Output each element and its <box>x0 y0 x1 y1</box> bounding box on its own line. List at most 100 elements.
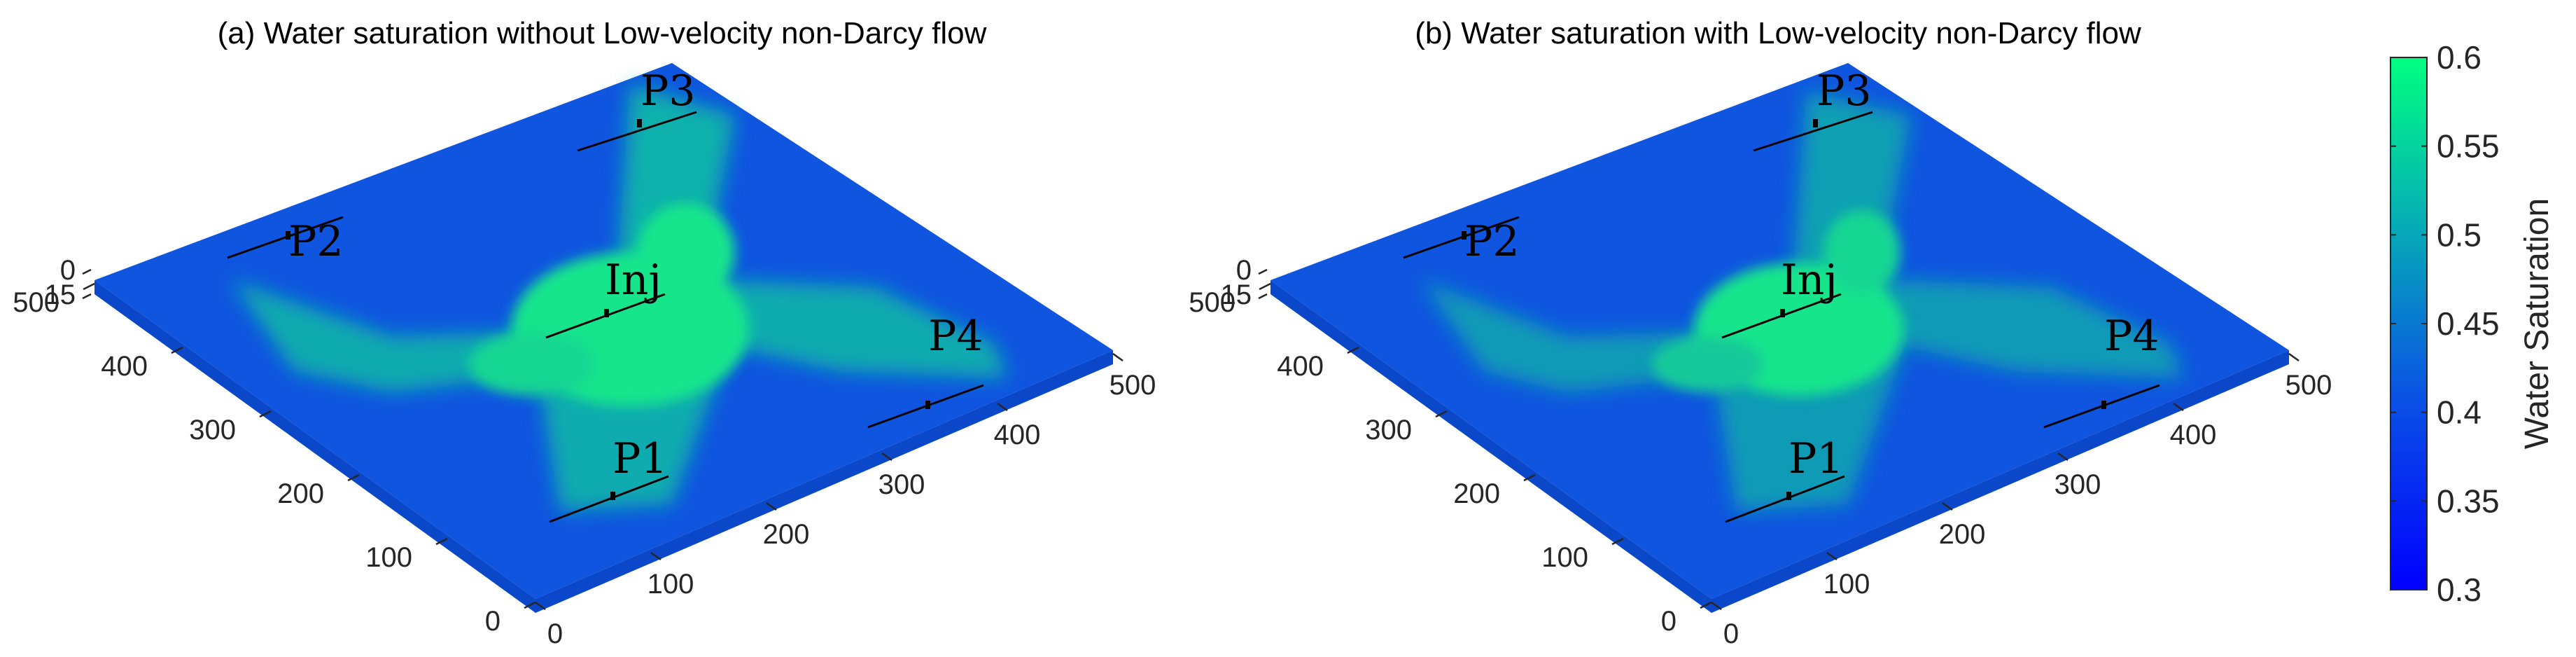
panel-a-title: (a) Water saturation without Low-velocit… <box>218 16 987 50</box>
panel-a-well-label-p4: P4 <box>928 312 983 361</box>
colorbar-tick-label: 0.4 <box>2437 394 2482 431</box>
panel-b-well-label-p1: P1 <box>1788 434 1844 483</box>
panel-b-x-tick <box>2288 352 2300 362</box>
panel-a-z-tick <box>82 268 92 275</box>
panel-b-y-tick <box>1259 282 1271 291</box>
panel-a-x-tick-label: 200 <box>763 519 810 550</box>
panel-a-well-marker-inj <box>604 309 609 317</box>
colorbar-ticks: 0.3 0.35 0.4 0.45 0.5 0.55 0.6 <box>2390 39 2500 608</box>
panel-a-y-tick-label: 500 <box>13 287 59 318</box>
panel-a-slab-left-side <box>94 280 536 613</box>
panel-b-z-tick <box>1258 293 1268 300</box>
panel-b-y-tick-label: 0 <box>1661 606 1676 637</box>
panel-a-y-tick-label: 400 <box>101 351 148 382</box>
panel-a-x-tick-label: 400 <box>994 420 1041 450</box>
panel-a-z-tick-label: 0 <box>60 255 76 286</box>
colorbar-tick-label: 0.5 <box>2437 216 2482 253</box>
colorbar-tick-label: 0.6 <box>2437 39 2482 76</box>
panel-b-slab-left-side <box>1270 280 1712 613</box>
panel-b-z-tick-label: 0 <box>1236 255 1252 286</box>
panel-a-wells <box>227 111 984 523</box>
panel-a-x-tick-label: 500 <box>1110 370 1156 401</box>
panel-a-x-tick <box>650 551 662 561</box>
panel-b-well-label-p3: P3 <box>1816 67 1872 116</box>
panel-b-x-tick-label: 200 <box>1939 519 1986 550</box>
panel-b-x-tick <box>1942 502 1953 511</box>
panel-a-well-marker-p2 <box>286 231 290 240</box>
panel-b-x-tick <box>1711 601 1722 611</box>
colorbar-tick-label: 0.35 <box>2437 483 2500 519</box>
panel-b-x-tick <box>1826 551 1837 561</box>
panel-a-well-marker-p1 <box>610 492 615 500</box>
panel-b-title: (b) Water saturation with Low-velocity n… <box>1415 16 2141 50</box>
panel-b-z-tick <box>1258 268 1268 275</box>
panel-b-slab-right-side <box>1712 350 2289 613</box>
panel-b-well-label-p4: P4 <box>2104 312 2160 361</box>
colorbar-tick-label: 0.45 <box>2437 305 2500 342</box>
colorbar-gradient <box>2390 57 2428 590</box>
panel-a-well-label-p1: P1 <box>612 434 668 483</box>
panel-a: (a) Water saturation without Low-velocit… <box>13 16 1156 649</box>
panel-b-well-marker-p1 <box>1786 492 1791 500</box>
panel-a-x-tick <box>997 402 1008 412</box>
panel-a-well-label-p2: P2 <box>288 217 344 266</box>
panel-b-well-marker-inj <box>1780 309 1785 317</box>
panel-a-y-tick-label: 0 <box>485 606 500 637</box>
panel-b-y-tick-label: 400 <box>1277 351 1324 382</box>
panel-a-x-tick-label: 0 <box>547 618 563 649</box>
panel-b-y-tick-label: 300 <box>1365 415 1412 445</box>
panel-a-y-tick-label: 300 <box>189 415 236 445</box>
panel-b-x-tick-label: 0 <box>1723 618 1739 649</box>
panel-b-well-marker-p3 <box>1813 119 1818 127</box>
panel-a-y-tick <box>171 346 183 354</box>
colorbar-tick-label: 0.55 <box>2437 128 2500 165</box>
panel-a-x-tick-label: 300 <box>878 469 925 500</box>
panel-a-y-tick <box>435 537 448 546</box>
panel-b: (b) Water saturation with Low-velocity n… <box>1189 16 2332 649</box>
panel-a-axis-ticks <box>82 268 1124 611</box>
panel-b-x-tick-label: 300 <box>2054 469 2101 500</box>
panel-b-well-label-p2: P2 <box>1464 217 1520 266</box>
panel-b-x-tick-label: 500 <box>2286 370 2332 401</box>
panel-b-x-tick-label: 400 <box>2170 420 2217 450</box>
colorbar: 0.3 0.35 0.4 0.45 0.5 0.55 0.6 Water Saturatio… <box>2390 39 2556 608</box>
panel-a-x-tick <box>766 502 777 511</box>
panel-b-x-tick-label: 100 <box>1823 569 1870 600</box>
panel-a-slab-right-side <box>536 350 1113 613</box>
panel-a-x-tick <box>881 452 892 462</box>
panel-b-x-tick <box>2057 452 2068 462</box>
panel-b-well-marker-p4 <box>2101 401 2106 409</box>
panel-a-y-tick-label: 200 <box>277 478 324 509</box>
panel-a-x-tick-label: 100 <box>648 569 694 600</box>
panel-a-y-tick-label: 100 <box>365 542 412 573</box>
colorbar-tick-label: 0.3 <box>2437 572 2482 608</box>
panel-b-y-tick <box>1523 473 1536 482</box>
panel-a-x-tick <box>535 601 546 611</box>
panel-a-well-marker-p3 <box>637 119 642 127</box>
panel-a-well-label-p3: P3 <box>640 67 696 116</box>
panel-b-y-tick <box>1347 346 1359 354</box>
panel-b-y-tick <box>1700 601 1712 609</box>
panel-b-y-tick-label: 200 <box>1453 478 1500 509</box>
panel-b-y-tick-label: 500 <box>1189 287 1236 318</box>
colorbar-label: Water Saturation <box>2519 198 2556 449</box>
panel-a-well-marker-p4 <box>925 401 930 409</box>
panel-b-y-tick <box>1435 410 1448 418</box>
panel-b-well-marker-p2 <box>1462 231 1466 240</box>
panel-b-y-tick <box>1611 537 1624 546</box>
panel-a-y-tick <box>347 473 360 482</box>
panel-b-x-tick <box>2173 402 2184 412</box>
panel-b-axis-ticks <box>1258 268 2300 611</box>
panel-a-y-tick <box>524 601 536 609</box>
panel-a-well-label-inj: Inj <box>605 256 662 305</box>
panel-b-well-label-inj: Inj <box>1781 256 1837 305</box>
panel-b-y-tick-label: 100 <box>1541 542 1588 573</box>
panel-a-y-tick <box>83 282 95 291</box>
panel-a-z-tick-label: 15 <box>45 279 76 310</box>
panel-a-y-tick <box>259 410 272 418</box>
panel-a-z-tick <box>82 293 92 300</box>
panel-b-z-tick-label: 15 <box>1221 279 1252 310</box>
